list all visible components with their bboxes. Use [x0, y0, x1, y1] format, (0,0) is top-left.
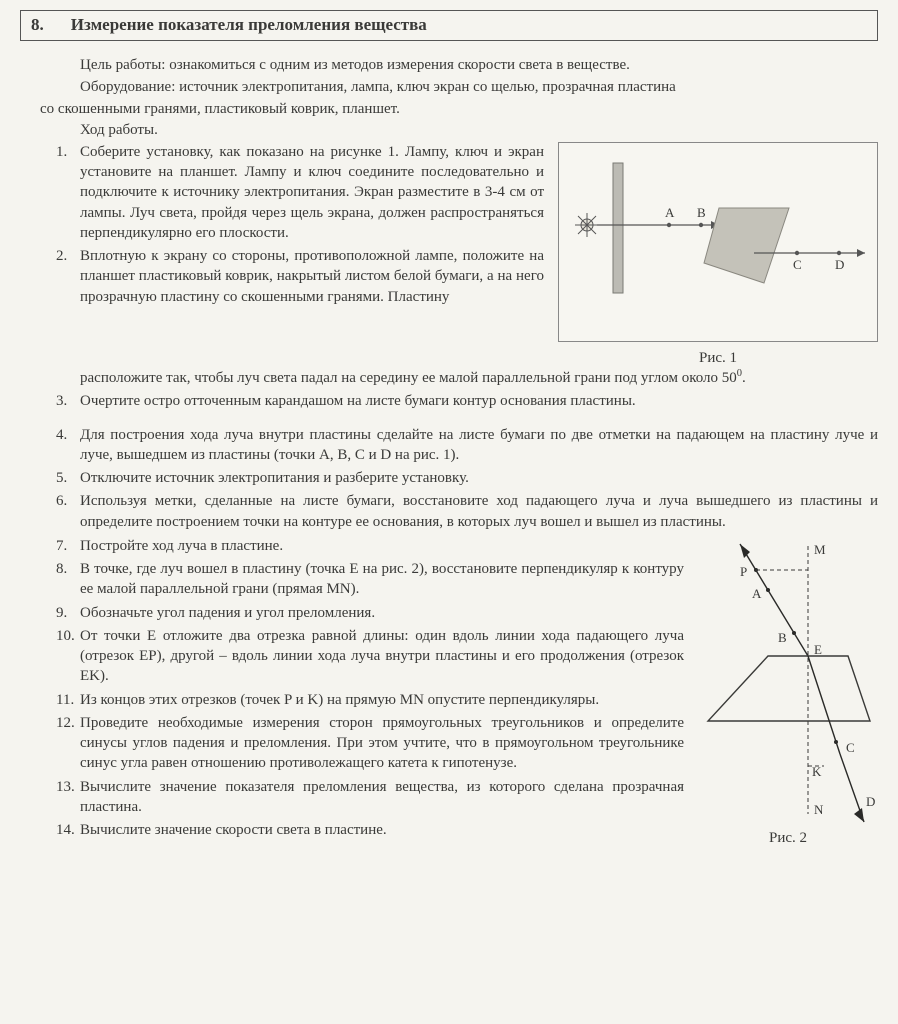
- figure-1-caption: Рис. 1: [558, 348, 878, 368]
- step-number: 10.: [56, 626, 80, 687]
- step-item: 4.Для построения хода луча внутри пласти…: [56, 425, 878, 466]
- top-columns: 1.Соберите установку, как показано на ри…: [20, 142, 878, 368]
- goal-label: Цель работы:: [80, 57, 165, 73]
- step-text: Вычислите значение скорости света в плас…: [80, 820, 684, 840]
- figure-2: M N P A B E: [698, 536, 878, 826]
- fig2-label-N: N: [814, 802, 824, 817]
- step-number: 9.: [56, 603, 80, 623]
- step-item: 5.Отключите источник электропитания и ра…: [56, 468, 878, 488]
- step-text: Для построения хода луча внутри пластины…: [80, 425, 878, 466]
- section-header: 8. Измерение показателя преломления веще…: [20, 10, 878, 41]
- equip-label: Оборудование:: [80, 79, 175, 95]
- fig2-label-P: P: [740, 564, 747, 579]
- step-text: Из концов этих отрезков (точек P и K) на…: [80, 690, 684, 710]
- step-number: 3.: [56, 391, 80, 411]
- step-item: 10.От точки E отложите два отрезка равно…: [56, 626, 684, 687]
- step-item: 14.Вычислите значение скорости света в п…: [56, 820, 684, 840]
- steps-7-14: 7.Постройте ход луча в пластине.8.В точк…: [20, 536, 684, 848]
- step-text: Отключите источник электропитания и разб…: [80, 468, 878, 488]
- section-title: Измерение показателя преломления веществ…: [71, 15, 427, 34]
- step-item: 6.Используя метки, сделанные на листе бу…: [56, 491, 878, 532]
- equip-text: источник электропитания, лампа, ключ экр…: [175, 79, 675, 95]
- bottom-columns: 7.Постройте ход луча в пластине.8.В точк…: [20, 536, 878, 848]
- steps-4-6: 4.Для построения хода луча внутри пласти…: [20, 425, 878, 532]
- step-text: В точке, где луч вошел в пластину (точка…: [80, 559, 684, 600]
- section-number: 8.: [31, 14, 67, 37]
- step-item: 7.Постройте ход луча в пластине.: [56, 536, 684, 556]
- procedure-label: Ход работы.: [56, 120, 878, 140]
- step2-continuation: расположите так, чтобы луч света падал н…: [20, 368, 878, 388]
- figure-2-svg: M N P A B E: [698, 536, 878, 826]
- step2-cont: расположите так, чтобы луч света падал н…: [80, 368, 878, 388]
- step-text: Постройте ход луча в пластине.: [80, 536, 684, 556]
- goal-line: Цель работы: ознакомиться с одним из мет…: [56, 55, 878, 75]
- step-number: 4.: [56, 425, 80, 466]
- step-number: 11.: [56, 690, 80, 710]
- figure-1-svg: A B C D: [569, 153, 869, 333]
- figure-2-area: M N P A B E: [698, 536, 878, 848]
- fig2-label-E: E: [814, 642, 822, 657]
- intro-block: Цель работы: ознакомиться с одним из мет…: [56, 55, 878, 98]
- step-item: 13.Вычислите значение показателя преломл…: [56, 777, 684, 818]
- fig1-label-D: D: [835, 257, 844, 272]
- step-text: Очертите остро отточенным карандашом на …: [80, 391, 878, 411]
- step-number: 14.: [56, 820, 80, 840]
- fig1-label-B: B: [697, 205, 706, 220]
- equip-line: Оборудование: источник электропитания, л…: [56, 77, 878, 97]
- step-text: От точки E отложите два отрезка равной д…: [80, 626, 684, 687]
- step-text: Вычислите значение показателя преломлени…: [80, 777, 684, 818]
- figure-1-area: A B C D Рис. 1: [558, 142, 878, 368]
- step-item: 3.Очертите остро отточенным карандашом н…: [56, 391, 878, 411]
- step-number: 7.: [56, 536, 80, 556]
- figure-2-caption: Рис. 2: [698, 828, 878, 848]
- step-item: 1.Соберите установку, как показано на ри…: [56, 142, 544, 243]
- step-number: 8.: [56, 559, 80, 600]
- step-text: Соберите установку, как показано на рису…: [80, 142, 544, 243]
- step-3: 3.Очертите остро отточенным карандашом н…: [20, 391, 878, 411]
- step-text: Обозначьте угол падения и угол преломлен…: [80, 603, 684, 623]
- step-number: 5.: [56, 468, 80, 488]
- step-number: 13.: [56, 777, 80, 818]
- step-item: 9.Обозначьте угол падения и угол преломл…: [56, 603, 684, 623]
- step-item: 12.Проведите необходимые измерения сторо…: [56, 713, 684, 774]
- step-item: 11.Из концов этих отрезков (точек P и K)…: [56, 690, 684, 710]
- step-number: 1.: [56, 142, 80, 243]
- fig2-label-C: C: [846, 740, 855, 755]
- fig1-label-A: A: [665, 205, 675, 220]
- fig2-label-A: A: [752, 586, 762, 601]
- step-text: Используя метки, сделанные на листе бума…: [80, 491, 878, 532]
- step-item: 2.Вплотную к экрану со стороны, противоп…: [56, 246, 544, 307]
- fig2-label-D: D: [866, 794, 875, 809]
- step-text: Проведите необходимые измерения сторон п…: [80, 713, 684, 774]
- steps-1-2: 1.Соберите установку, как показано на ри…: [20, 142, 544, 368]
- step-text: Вплотную к экрану со стороны, противопол…: [80, 246, 544, 307]
- step-number: 12.: [56, 713, 80, 774]
- step-number: 6.: [56, 491, 80, 532]
- fig2-label-M: M: [814, 542, 826, 557]
- figure-1: A B C D: [558, 142, 878, 342]
- fig1-label-C: C: [793, 257, 802, 272]
- fig2-label-B: B: [778, 630, 787, 645]
- goal-text: ознакомиться с одним из методов измерени…: [165, 57, 629, 73]
- step-item: 8.В точке, где луч вошел в пластину (точ…: [56, 559, 684, 600]
- step-number: 2.: [56, 246, 80, 307]
- equip-cont: со скошенными гранями, пластиковый коври…: [40, 99, 878, 119]
